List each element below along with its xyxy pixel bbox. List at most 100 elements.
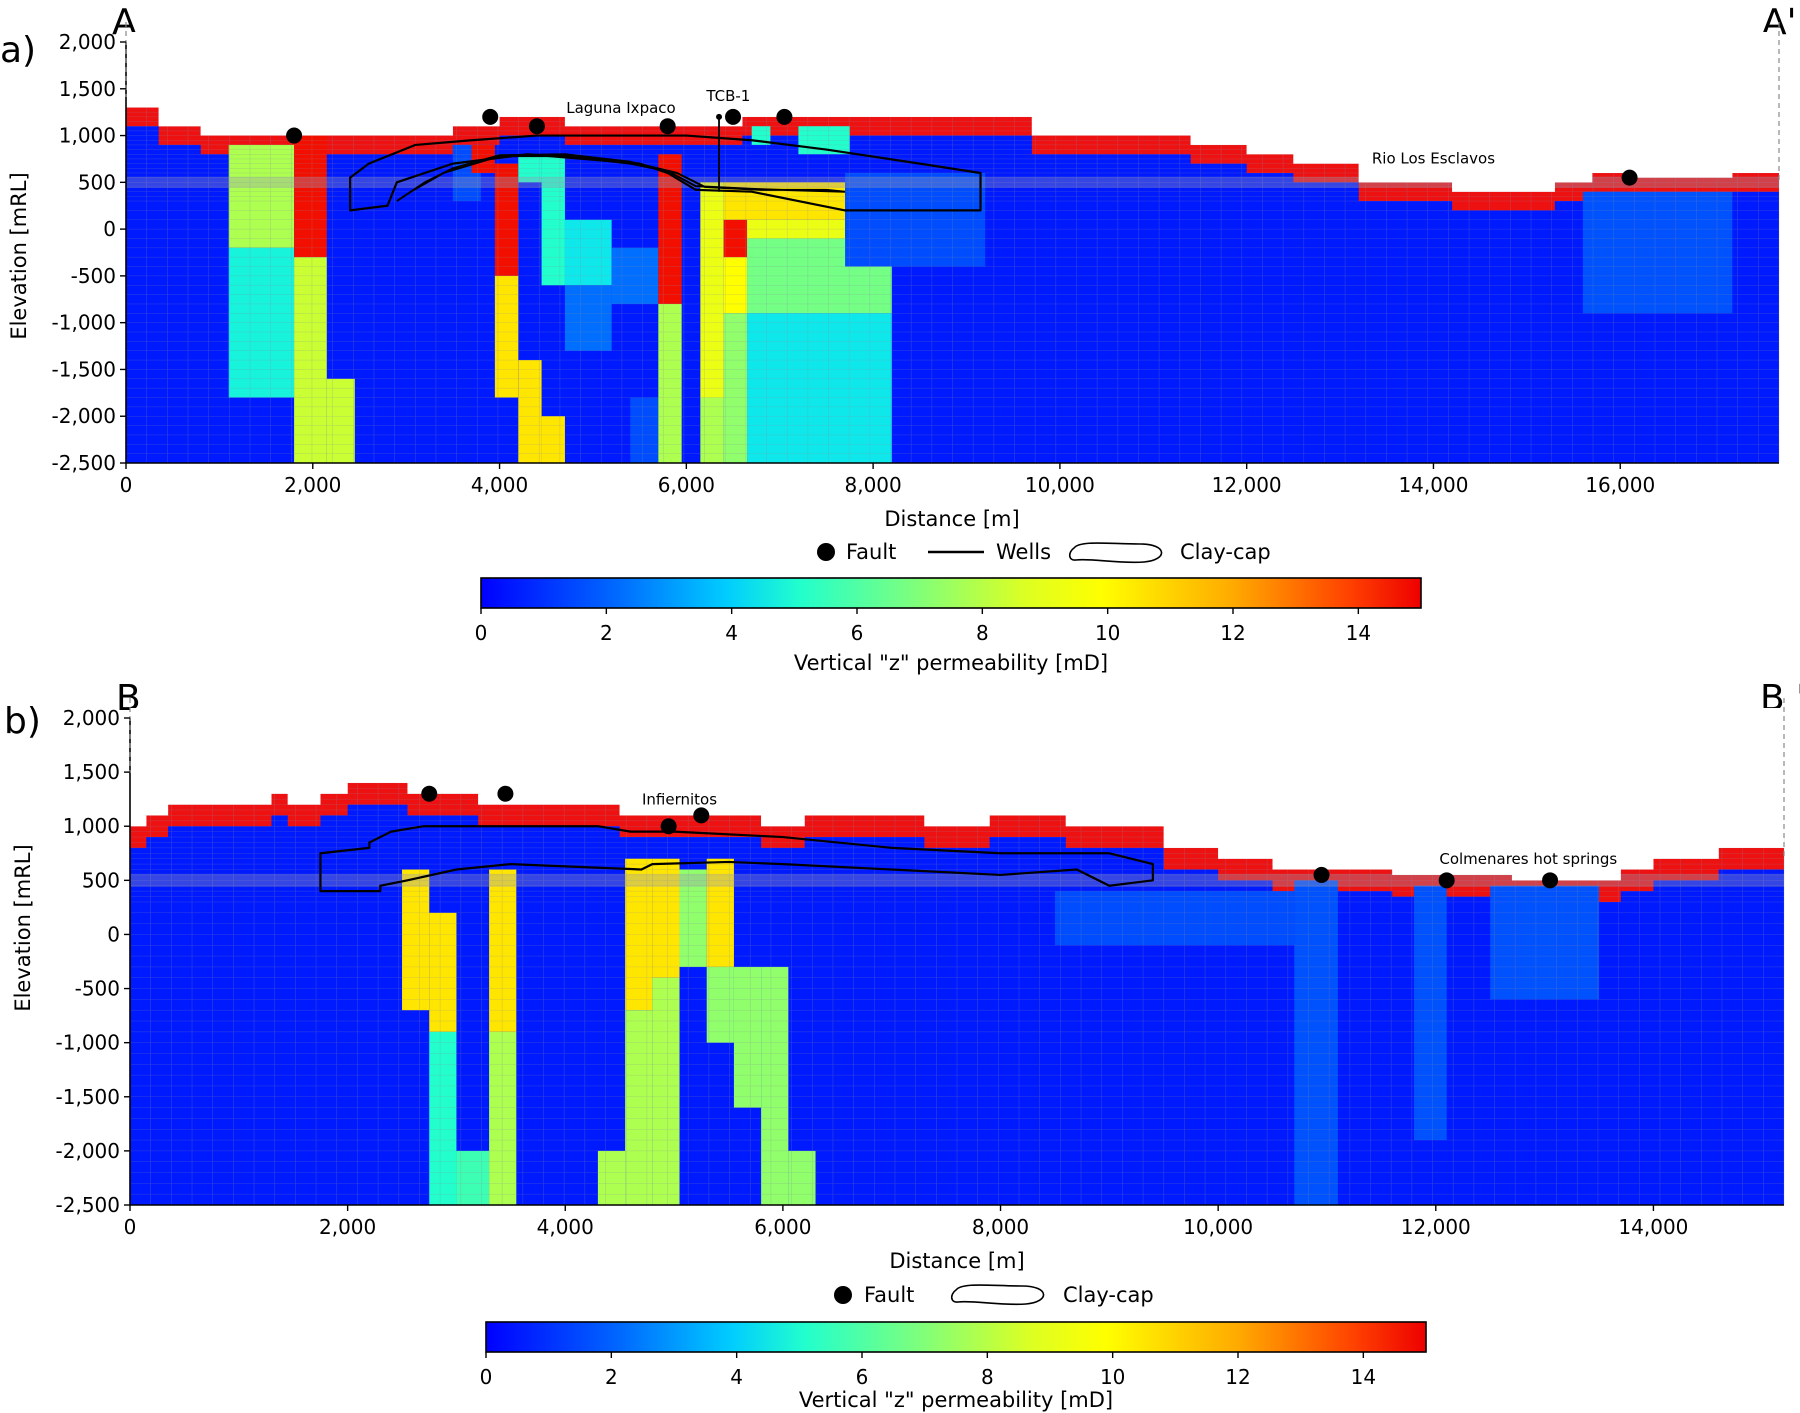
colorbar-gradient	[485, 1321, 1427, 1353]
colorbar-tick-label: 2	[600, 621, 613, 645]
colorbar-ticks: 0 2 4 6 8 10 12 14	[480, 1352, 1376, 1389]
location-annotation: Laguna Ixpaco	[566, 99, 675, 117]
clay-cap-outline	[319, 825, 1154, 893]
permeability-zone	[845, 172, 986, 267]
colorbar-tick-label: 6	[856, 1365, 869, 1389]
panel-b-label: b)	[4, 701, 41, 742]
y-tick-label: 500	[82, 868, 120, 892]
x-tick-label: 6,000	[754, 1215, 811, 1239]
colorbar-tick-label: 6	[851, 621, 864, 645]
y-tick-label: -2,500	[56, 1193, 120, 1217]
x-tick-label: 2,000	[284, 473, 341, 497]
y-tick-label: 1,500	[63, 760, 120, 784]
location-annotation: Colmenares hot springs	[1439, 850, 1617, 868]
permeability-zone	[429, 1031, 457, 1205]
x-tick-label: 2,000	[319, 1215, 376, 1239]
x-tick-label: 14,000	[1398, 473, 1468, 497]
y-tick-label: 1,500	[59, 77, 116, 101]
permeability-zone	[679, 869, 707, 967]
x-tick-label: 0	[124, 1215, 137, 1239]
permeability-zone	[652, 977, 680, 1205]
x-tick-label: 16,000	[1585, 473, 1655, 497]
legend-fault-label: Fault	[864, 1283, 914, 1307]
colorbar-ticks: 0 2 4 6 8 10 12 14	[475, 608, 1371, 645]
x-tick-label: 12,000	[1212, 473, 1282, 497]
y-tick-label: 2,000	[59, 30, 116, 54]
permeability-zone	[541, 416, 565, 463]
y-tick-label: -1,500	[52, 357, 116, 381]
permeability-zone	[658, 154, 682, 304]
permeability-zone	[630, 397, 659, 463]
fault-marker	[1438, 872, 1455, 889]
y-tick-label: -1,000	[52, 311, 116, 335]
y-tick-label: -500	[71, 264, 116, 288]
clay-cap-outline-icon	[1068, 542, 1163, 564]
permeability-zone	[228, 247, 295, 398]
legend: Fault Clay-cap	[834, 1283, 1154, 1307]
location-annotation: Rio Los Esclavos	[1372, 150, 1495, 168]
x-tick-label: 10,000	[1025, 473, 1095, 497]
y-tick-label: 2,000	[63, 706, 120, 730]
y-tick-label: 0	[103, 217, 116, 241]
permeability-zone	[706, 858, 734, 967]
legend: Fault Wells Clay-cap	[817, 540, 1271, 564]
colorbar-tick-label: 8	[976, 621, 989, 645]
y-tick-label: -2,000	[52, 404, 116, 428]
sky-mask	[130, 708, 1784, 881]
colorbar-gradient	[480, 577, 1422, 609]
permeability-zone	[597, 1150, 626, 1205]
fault-marker	[421, 785, 438, 802]
permeability-zone	[723, 257, 748, 314]
y-axis-label: Elevation [mRL]	[7, 172, 31, 339]
y-axis-label: Elevation [mRL]	[11, 844, 35, 1011]
cross-section-plot: Laguna Ixpaco TCB-1 Rio Los Esclavos -2,500…	[52, 22, 1780, 497]
permeability-zone	[518, 154, 542, 183]
clay-cap-inner-line	[396, 153, 846, 202]
permeability-zone	[518, 360, 542, 463]
x-axis-label: Distance [m]	[884, 507, 1019, 531]
x-tick-label: 8,000	[972, 1215, 1029, 1239]
permeability-zone	[429, 912, 457, 1032]
permeability-zone	[625, 858, 653, 1011]
fault-marker	[1621, 169, 1638, 186]
permeability-zone	[733, 966, 762, 1108]
fault-marker	[660, 818, 677, 835]
x-tick-label: 10,000	[1183, 1215, 1253, 1239]
colorbar-tick-label: 4	[730, 1365, 743, 1389]
y-tick-label: -1,000	[56, 1031, 120, 1055]
permeability-zone	[494, 163, 519, 276]
fault-marker	[286, 127, 303, 144]
permeability-zone	[700, 397, 724, 463]
permeability-zone	[625, 1010, 653, 1205]
clay-cap-outline-icon	[950, 1284, 1045, 1306]
fault-marker	[497, 785, 514, 802]
permeability-zone	[1054, 891, 1295, 946]
permeability-zone	[489, 1031, 517, 1205]
y-tick-label: 1,000	[59, 124, 116, 148]
fault-marker-icon	[834, 1286, 852, 1304]
colorbar-tick-label: 14	[1346, 621, 1371, 645]
permeability-zone	[228, 144, 295, 248]
y-tick-label: -500	[75, 977, 120, 1001]
location-annotation: TCB-1	[705, 87, 750, 105]
permeability-zone	[1294, 880, 1338, 1205]
x-tick-label: 4,000	[537, 1215, 594, 1239]
colorbar-tick-label: 12	[1220, 621, 1245, 645]
legend-fault-label: Fault	[846, 540, 896, 564]
fault-marker-icon	[817, 543, 835, 561]
fault-marker	[528, 118, 545, 135]
cross-section-plot: Infiernitos Colmenares hot springs -2,500 -…	[56, 698, 1785, 1239]
permeability-zone	[294, 135, 327, 258]
x-tick-label: 14,000	[1618, 1215, 1688, 1239]
y-tick-label: 500	[78, 170, 116, 194]
colorbar-tick-label: 10	[1095, 621, 1120, 645]
colorbar-label: Vertical "z" permeability [mD]	[794, 651, 1108, 675]
permeability-zone	[1582, 191, 1733, 314]
colorbar-tick-label: 12	[1225, 1365, 1250, 1389]
y-tick-label: 1,000	[63, 814, 120, 838]
permeability-zone	[402, 869, 430, 1011]
colorbar-tick-label: 10	[1100, 1365, 1125, 1389]
fault-marker	[1313, 866, 1330, 883]
permeability-zone	[294, 257, 327, 463]
